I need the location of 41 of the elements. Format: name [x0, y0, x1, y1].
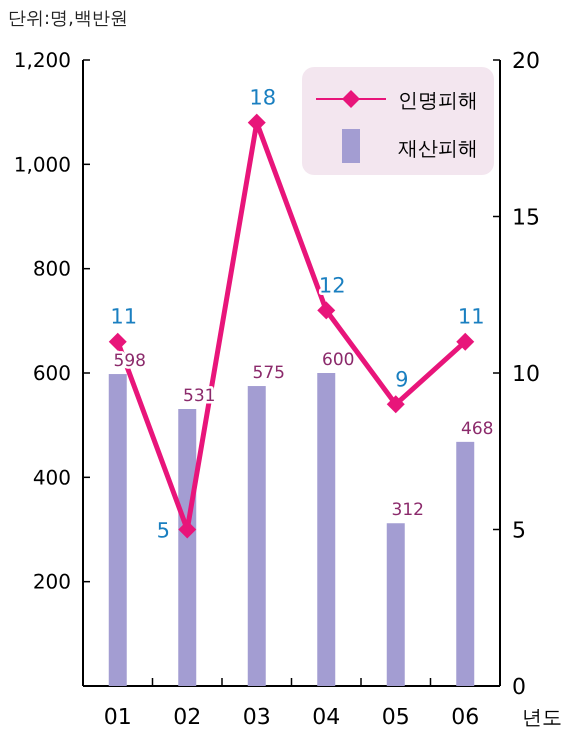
x-tick-label: 01 — [104, 705, 132, 730]
data-label: 312 — [392, 500, 424, 520]
data-label: 11 — [110, 304, 138, 329]
data-label: 575 — [252, 363, 285, 384]
x-tick-label: 03 — [242, 705, 271, 730]
data-label: 18 — [249, 86, 276, 110]
x-tick-label: 06 — [451, 705, 480, 730]
bar — [178, 408, 196, 686]
y-tick-label: 600 — [32, 361, 71, 385]
data-label: 9 — [395, 367, 408, 392]
data-label: 11 — [458, 304, 485, 329]
data-label: 600 — [322, 350, 354, 370]
y-tick-label: 1,000 — [14, 152, 71, 176]
data-label: 5 — [156, 518, 170, 542]
y2-tick-label: 20 — [512, 49, 540, 74]
legend-label: 재산피해 — [398, 136, 478, 160]
y2-tick-label: 15 — [512, 206, 540, 230]
bar — [248, 386, 266, 686]
y-tick-label: 1,200 — [14, 48, 71, 72]
bar — [317, 373, 336, 686]
x-tick-label: 04 — [312, 705, 340, 730]
chart-title: 단위:명,백반원 — [8, 8, 128, 29]
x-tick-label: 05 — [382, 705, 410, 730]
y-tick-label: 800 — [32, 256, 71, 281]
legend-label: 인명피해 — [398, 88, 478, 112]
y2-tick-label: 10 — [512, 362, 540, 387]
bar — [456, 442, 474, 686]
bar — [386, 523, 405, 686]
y-tick-label: 200 — [32, 570, 71, 594]
bar — [108, 374, 127, 686]
data-label: 468 — [461, 418, 494, 439]
point — [317, 301, 336, 320]
data-label: 12 — [318, 273, 346, 298]
x-tick-label: 02 — [173, 705, 202, 730]
y2-tick-label: 5 — [512, 518, 526, 544]
point — [386, 395, 405, 414]
point — [108, 332, 127, 351]
x-axis-title: 년도 — [522, 705, 562, 729]
y-tick-label: 400 — [32, 465, 71, 490]
y2-tick-label: 0 — [512, 675, 526, 700]
point — [456, 332, 474, 351]
